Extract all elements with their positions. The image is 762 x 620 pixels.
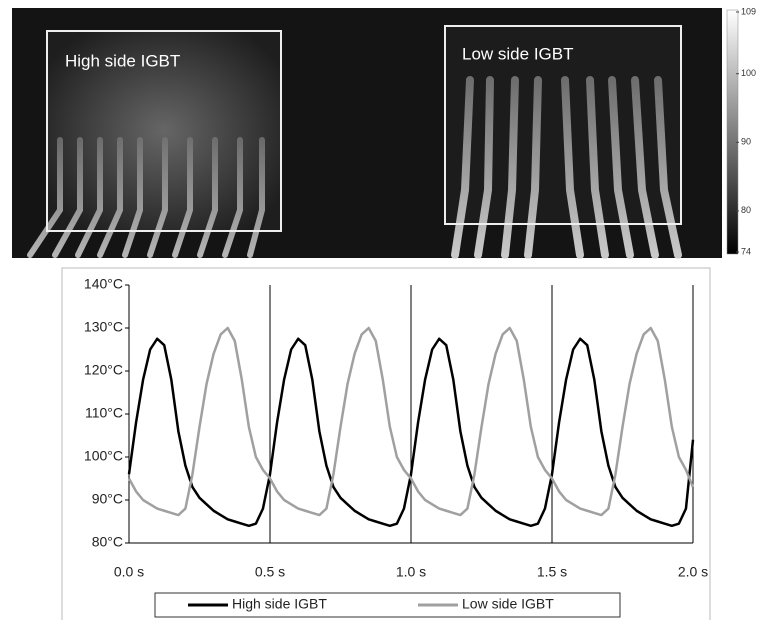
colorbar-tick-label: 80: [741, 205, 751, 215]
legend-label: Low side IGBT: [462, 596, 554, 612]
legend-label: High side IGBT: [232, 596, 327, 612]
y-tick-label: 120°C: [84, 362, 123, 378]
y-tick-label: 80°C: [92, 534, 123, 550]
y-tick-label: 110°C: [85, 405, 123, 421]
y-tick-label: 130°C: [84, 319, 123, 335]
legend-box: [154, 592, 621, 618]
y-tick-label: 140°C: [84, 276, 123, 292]
y-tick-label: 90°C: [92, 491, 123, 507]
bond-wires-high: [27, 137, 265, 258]
x-tick-label: 2.0 s: [678, 564, 708, 580]
high-side-box: [46, 30, 282, 232]
data-line: [127, 326, 695, 517]
x-tick-label: 1.5 s: [537, 564, 567, 580]
colorbar: [726, 9, 739, 255]
x-tick-label: 1.0 s: [396, 564, 426, 580]
region-label: High side IGBT: [65, 51, 180, 70]
x-tick-label: 0.0 s: [114, 564, 144, 580]
colorbar-tick-label: 100: [741, 68, 756, 78]
colorbar-tick-label: 109: [741, 6, 756, 16]
chart-frame: [61, 267, 711, 620]
low-side-box: [444, 25, 682, 225]
x-tick-label: 0.5 s: [255, 564, 285, 580]
region-label: Low side IGBT: [462, 44, 574, 63]
thermal-image: High side IGBT Low side IGBT: [12, 8, 739, 259]
bond-wires-low: [451, 76, 682, 259]
colorbar-tick-label: 74: [741, 246, 751, 256]
y-tick-label: 100°C: [84, 448, 123, 464]
data-line: [127, 337, 695, 528]
colorbar-tick-label: 90: [741, 137, 751, 147]
